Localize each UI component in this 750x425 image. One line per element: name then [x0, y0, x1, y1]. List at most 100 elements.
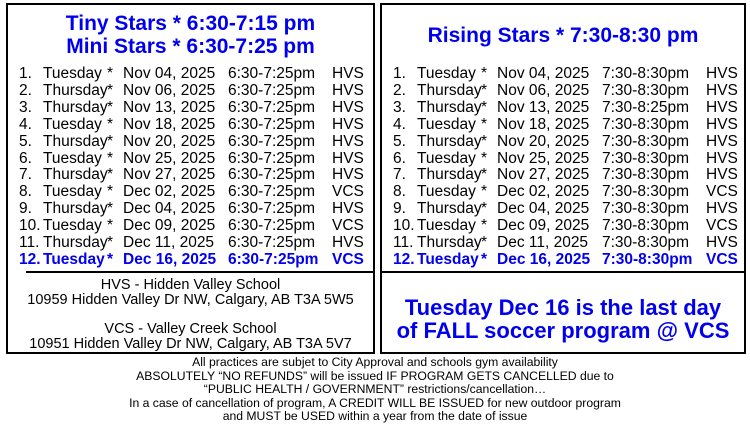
schedule-row: 3. Thursday * Nov 13, 2025 7:30-8:25pm H…	[382, 98, 744, 117]
row-day: Tuesday	[43, 183, 102, 201]
row-date: Nov 25, 2025	[123, 149, 216, 167]
row-date: Nov 13, 2025	[497, 98, 590, 116]
right-panel-divider	[382, 270, 744, 273]
row-day: Thursday	[43, 200, 108, 218]
row-time: 6:30-7:25pm	[228, 132, 316, 150]
row-day: Tuesday	[43, 115, 102, 133]
row-number: 7.	[19, 166, 32, 184]
disclaimer-line: In a case of cancellation of program, A …	[129, 395, 621, 410]
hvs-school-name: HVS - Hidden Valley School	[100, 276, 281, 293]
row-day: Tuesday	[417, 65, 476, 82]
row-number: 9.	[19, 200, 32, 218]
row-date: Nov 25, 2025	[497, 149, 590, 167]
row-time: 6:30-7:25pm	[228, 166, 316, 184]
tiny-mini-schedule-list: 1. Tuesday * Nov 04, 2025 6:30-7:25pm HV…	[8, 65, 373, 269]
row-number: 9.	[393, 200, 406, 218]
row-time: 7:30-8:30pm	[602, 115, 690, 133]
row-date: Nov 18, 2025	[497, 115, 590, 133]
row-location: HVS	[706, 200, 738, 218]
schedule-row: 4. Tuesday * Nov 18, 2025 7:30-8:30pm HV…	[382, 115, 744, 134]
hvs-address-block: HVS - Hidden Valley School 10959 Hidden …	[8, 276, 373, 309]
row-day: Tuesday	[43, 65, 102, 82]
row-day: Thursday	[43, 81, 108, 99]
disclaimer-footer: All practices are subjet to City Approva…	[0, 355, 750, 424]
row-asterisk: *	[481, 250, 488, 268]
schedule-row: 8. Tuesday * Dec 02, 2025 6:30-7:25pm VC…	[8, 183, 373, 201]
schedule-row: 1. Tuesday * Nov 04, 2025 6:30-7:25pm HV…	[8, 65, 373, 83]
row-location: VCS	[706, 183, 738, 201]
row-time: 6:30-7:25pm	[228, 65, 316, 82]
row-asterisk: *	[107, 183, 114, 201]
row-time: 7:30-8:30pm	[602, 234, 690, 252]
row-time: 6:30-7:25pm	[228, 250, 319, 268]
row-asterisk: *	[107, 200, 114, 218]
schedule-row: 11. Thursday * Dec 11, 2025 6:30-7:25pm …	[8, 234, 373, 252]
row-day: Tuesday	[43, 217, 102, 235]
row-day: Thursday	[417, 200, 482, 218]
row-number: 4.	[393, 115, 406, 133]
row-location: HVS	[332, 98, 364, 116]
row-asterisk: *	[481, 183, 488, 201]
row-date: Dec 11, 2025	[497, 234, 589, 252]
rising-stars-title: Rising Stars * 7:30-8:30 pm	[427, 23, 699, 47]
row-time: 7:30-8:30pm	[602, 132, 690, 150]
row-time: 6:30-7:25pm	[228, 217, 316, 235]
row-time: 7:30-8:25pm	[602, 98, 690, 116]
row-day: Thursday	[417, 234, 482, 252]
row-day: Tuesday	[417, 217, 476, 235]
row-time: 7:30-8:30pm	[602, 250, 693, 268]
row-day: Thursday	[43, 234, 108, 252]
row-asterisk: *	[107, 149, 114, 167]
row-location: HVS	[332, 149, 364, 167]
row-day: Thursday	[43, 98, 108, 116]
row-date: Dec 09, 2025	[123, 217, 216, 235]
schedule-row: 10. Tuesday * Dec 09, 2025 6:30-7:25pm V…	[8, 217, 373, 235]
schedule-row: 12. Tuesday * Dec 16, 2025 7:30-8:30pm V…	[382, 250, 744, 269]
row-time: 7:30-8:30pm	[602, 217, 690, 235]
schedule-row: 2. Thursday * Nov 06, 2025 7:30-8:30pm H…	[382, 81, 744, 100]
row-number: 11.	[393, 234, 414, 252]
row-date: Dec 02, 2025	[497, 183, 590, 201]
row-asterisk: *	[107, 234, 114, 252]
row-time: 7:30-8:30pm	[602, 65, 690, 82]
disclaimer-line: and MUST be USED within a year from the …	[222, 409, 528, 423]
row-time: 7:30-8:30pm	[602, 200, 690, 218]
row-number: 8.	[393, 183, 406, 201]
row-location: HVS	[332, 234, 364, 252]
row-location: HVS	[332, 166, 364, 184]
row-day: Thursday	[43, 132, 108, 150]
row-asterisk: *	[481, 234, 488, 252]
row-day: Tuesday	[417, 115, 476, 133]
row-asterisk: *	[481, 115, 488, 133]
row-number: 2.	[393, 81, 406, 99]
row-time: 7:30-8:30pm	[602, 149, 690, 167]
row-day: Thursday	[417, 98, 482, 116]
row-day: Tuesday	[417, 149, 476, 167]
row-day: Tuesday	[43, 250, 105, 268]
row-asterisk: *	[481, 149, 488, 167]
last-day-notice-line2: of FALL soccer program @ VCS	[396, 317, 730, 343]
row-location: HVS	[706, 81, 738, 99]
row-date: Nov 06, 2025	[497, 81, 590, 99]
schedule-row: 5. Thursday * Nov 20, 2025 7:30-8:30pm H…	[382, 132, 744, 151]
disclaimer-line: “PUBLIC HEALTH / GOVERNMENT” restriction…	[203, 382, 547, 396]
schedule-row: 10. Tuesday * Dec 09, 2025 7:30-8:30pm V…	[382, 217, 744, 235]
schedule-row: 6. Tuesday * Nov 25, 2025 6:30-7:25pm HV…	[8, 149, 373, 168]
row-day: Thursday	[417, 166, 482, 184]
schedule-row: 1. Tuesday * Nov 04, 2025 7:30-8:30pm HV…	[382, 65, 744, 83]
row-number: 8.	[19, 183, 32, 201]
row-number: 3.	[19, 98, 32, 116]
last-day-notice: Tuesday Dec 16 is the last day of FALL s…	[382, 296, 744, 342]
row-location: VCS	[706, 250, 738, 268]
row-day: Thursday	[417, 81, 482, 99]
vcs-address-block: VCS - Valley Creek School 10951 Hidden V…	[8, 320, 373, 352]
vcs-school-name: VCS - Valley Creek School	[104, 320, 277, 337]
row-location: VCS	[706, 217, 738, 235]
row-time: 6:30-7:25pm	[228, 234, 316, 252]
row-asterisk: *	[481, 132, 488, 150]
row-number: 4.	[19, 115, 32, 133]
row-number: 12.	[393, 250, 415, 268]
row-date: Dec 16, 2025	[497, 250, 591, 268]
rising-stars-panel: Rising Stars * 7:30-8:30 pm 1. Tuesday *…	[380, 3, 746, 354]
tiny-stars-title: Tiny Stars * 6:30-7:15 pm	[65, 12, 316, 35]
